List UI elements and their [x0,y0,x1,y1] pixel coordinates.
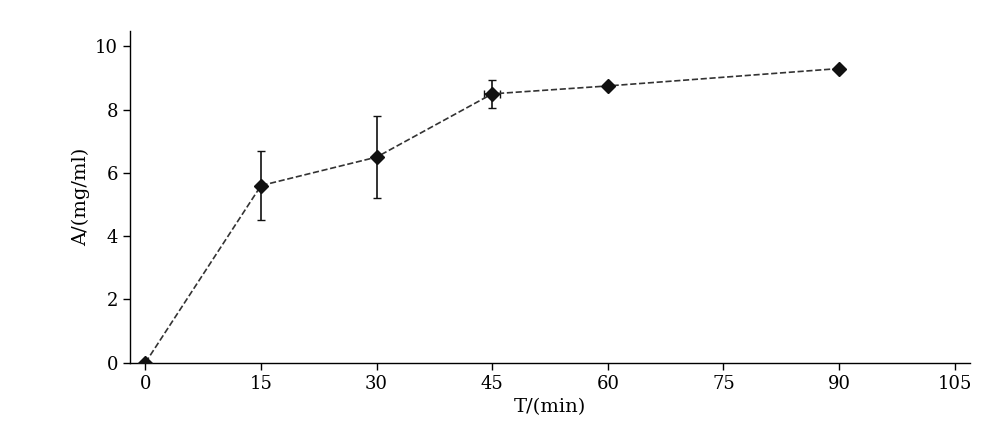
Y-axis label: A/(mg/ml): A/(mg/ml) [71,148,90,246]
X-axis label: T/(min): T/(min) [514,398,586,416]
